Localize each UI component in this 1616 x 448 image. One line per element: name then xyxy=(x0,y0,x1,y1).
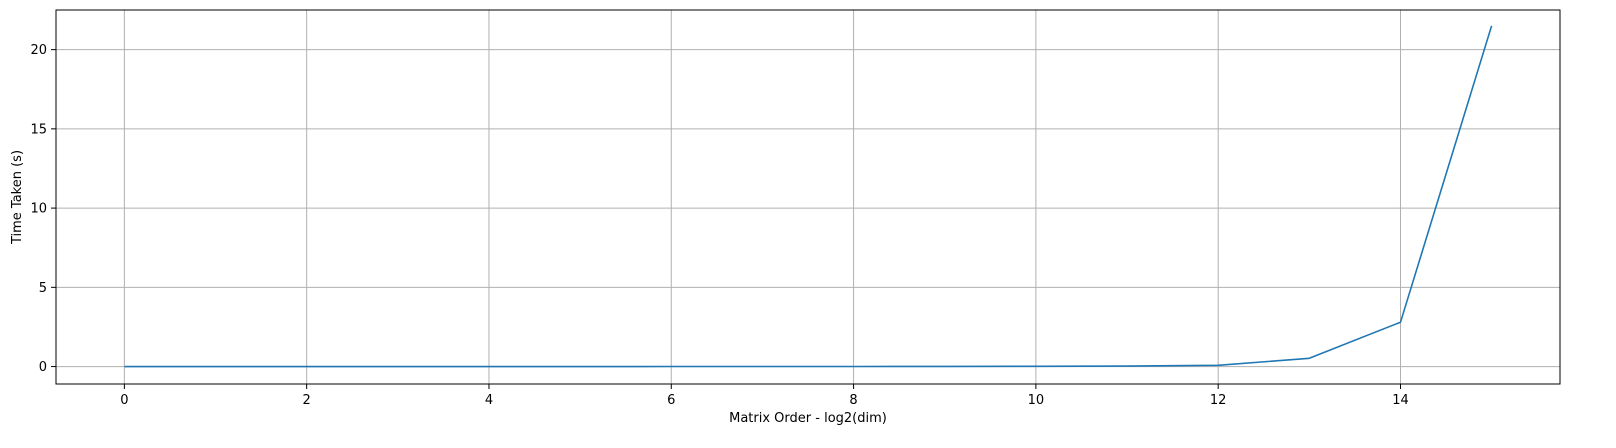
y-axis-label: Time Taken (s) xyxy=(10,150,25,245)
y-tick-label: 5 xyxy=(39,281,47,296)
x-tick-label: 12 xyxy=(1210,393,1227,408)
y-tick-label: 15 xyxy=(30,122,47,137)
x-tick-label: 10 xyxy=(1028,393,1045,408)
series-layer xyxy=(124,25,1493,368)
y-tick-label: 10 xyxy=(30,202,47,217)
y-axis: 0 5 10 15 20 xyxy=(30,43,56,375)
y-tick-label: 20 xyxy=(30,43,47,58)
x-tick-label: 2 xyxy=(303,393,311,408)
x-axis: 0 2 4 6 8 10 12 14 xyxy=(120,384,1409,408)
x-axis-label: Matrix Order - log2(dim) xyxy=(729,411,887,426)
x-tick-label: 14 xyxy=(1392,393,1409,408)
x-tick-label: 8 xyxy=(849,393,857,408)
series-line xyxy=(124,25,1493,368)
x-tick-label: 4 xyxy=(485,393,493,408)
x-tick-label: 6 xyxy=(667,393,675,408)
plot-frame xyxy=(55,9,1561,385)
x-tick-label: 0 xyxy=(120,393,128,408)
y-tick-label: 0 xyxy=(39,360,47,375)
